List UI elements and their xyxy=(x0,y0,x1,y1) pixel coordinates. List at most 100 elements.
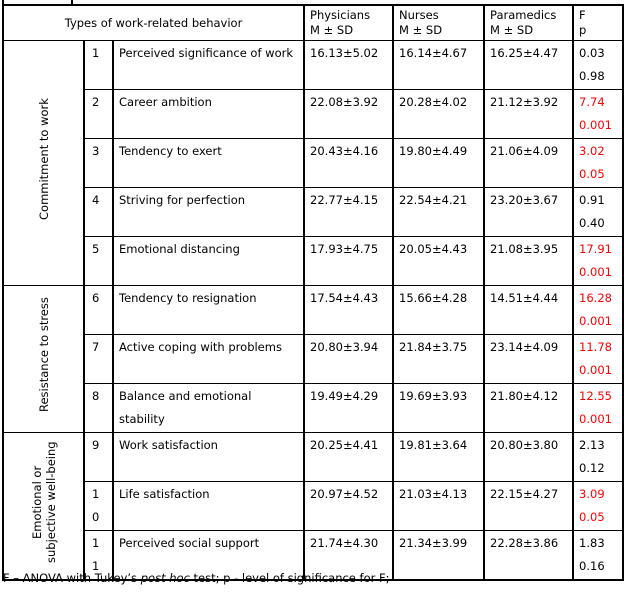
table-row: 7 Active coping with problems 20.80±3.94… xyxy=(3,334,624,384)
f-p-cell: 0.91 0.40 xyxy=(572,187,624,237)
header-physicians: Physicians M ± SD xyxy=(303,4,395,41)
f-value: 7.74 xyxy=(579,95,605,109)
table-row: Commitment to work 1 Perceived significa… xyxy=(2,40,624,286)
physicians-cell: 22.77±4.15 xyxy=(303,187,395,237)
behavior-cell: Life satisfaction xyxy=(111,481,306,531)
f-value: 16.28 xyxy=(579,291,612,305)
header-nurses-name: Nurses xyxy=(399,8,439,22)
row-number: 10 xyxy=(83,481,114,531)
row-number: 3 xyxy=(83,138,114,188)
header-f-label: F xyxy=(579,8,586,22)
group-cell-commitment-to-work: Commitment to work xyxy=(2,40,85,286)
anova-results-table: Types of work-related behavior Physician… xyxy=(1,4,624,581)
paramedics-cell: 20.80±3.80 xyxy=(483,432,575,482)
table-row: 5 Emotional distancing 17.93±4.75 20.05±… xyxy=(3,236,624,286)
table-row: 3 Tendency to exert 20.43±4.16 19.80±4.4… xyxy=(3,138,624,188)
paramedics-cell: 22.15±4.27 xyxy=(483,481,575,531)
paramedics-cell: 14.51±4.44 xyxy=(483,285,575,335)
behavior-cell: Tendency to exert xyxy=(111,138,306,188)
row-number: 5 xyxy=(83,236,114,286)
table-row: 11 Perceived social support 21.74±4.30 2… xyxy=(3,530,624,581)
f-value: 1.83 xyxy=(579,536,605,550)
group-cell-resistance-to-stress: Resistance to stress xyxy=(2,285,85,433)
f-p-cell: 7.74 0.001 xyxy=(572,89,624,139)
header-physicians-msd: M ± SD xyxy=(310,23,354,37)
paramedics-cell: 16.25±4.47 xyxy=(483,40,575,90)
footnote-text: test; p - level of significance for F; xyxy=(189,571,390,585)
p-value: 0.05 xyxy=(579,510,605,524)
f-value: 0.03 xyxy=(579,46,605,60)
f-p-cell: 2.13 0.12 xyxy=(572,432,624,482)
f-p-cell: 3.09 0.05 xyxy=(572,481,624,531)
p-value: 0.05 xyxy=(579,167,605,181)
physicians-cell: 21.74±4.30 xyxy=(303,530,395,581)
physicians-cell: 19.49±4.29 xyxy=(303,383,395,433)
header-row: Types of work-related behavior Physician… xyxy=(1,4,624,41)
header-paramedics-name: Paramedics xyxy=(490,8,557,22)
f-p-cell: 11.78 0.001 xyxy=(572,334,624,384)
row-number: 1 xyxy=(83,40,114,90)
header-paramedics-msd: M ± SD xyxy=(490,23,534,37)
physicians-cell: 17.93±4.75 xyxy=(303,236,395,286)
group-label: Emotional or subjective well-being xyxy=(29,441,58,563)
physicians-cell: 20.43±4.16 xyxy=(303,138,395,188)
group-label: Resistance to stress xyxy=(36,297,51,413)
f-value: 3.02 xyxy=(579,144,605,158)
behavior-cell: Balance and emotional stability xyxy=(111,383,306,433)
nurses-cell: 19.81±3.64 xyxy=(392,432,486,482)
nurses-cell: 20.28±4.02 xyxy=(392,89,486,139)
p-value: 0.001 xyxy=(579,363,612,377)
row-number: 11 xyxy=(83,530,114,581)
f-p-cell: 17.91 0.001 xyxy=(572,236,624,286)
behavior-cell: Career ambition xyxy=(111,89,306,139)
p-value: 0.001 xyxy=(579,118,612,132)
behavior-cell: Emotional distancing xyxy=(111,236,306,286)
physicians-cell: 16.13±5.02 xyxy=(303,40,395,90)
physicians-cell: 20.80±3.94 xyxy=(303,334,395,384)
table-footnote: F – ANOVA with Tukey’s post hoc test; p … xyxy=(3,571,390,585)
paramedics-cell: 22.28±3.86 xyxy=(483,530,575,581)
row-number: 2 xyxy=(83,89,114,139)
row-number: 7 xyxy=(83,334,114,384)
header-nurses-msd: M ± SD xyxy=(399,23,443,37)
header-paramedics: Paramedics M ± SD xyxy=(483,4,575,41)
table-row: 2 Career ambition 22.08±3.92 20.28±4.02 … xyxy=(3,89,624,139)
f-value: 0.91 xyxy=(579,193,605,207)
paramedics-cell: 21.12±3.92 xyxy=(483,89,575,139)
cropped-row-remnant-line xyxy=(71,0,73,5)
table-row: 4 Striving for perfection 22.77±4.15 22.… xyxy=(3,187,624,237)
table-row: 10 Life satisfaction 20.97±4.52 21.03±4.… xyxy=(3,481,624,531)
f-value: 17.91 xyxy=(579,242,612,256)
behavior-cell: Perceived social support xyxy=(111,530,306,581)
paramedics-cell: 23.20±3.67 xyxy=(483,187,575,237)
f-value: 12.55 xyxy=(579,389,612,403)
group-label: Commitment to work xyxy=(36,98,51,220)
p-value: 0.001 xyxy=(579,314,612,328)
paramedics-cell: 23.14±4.09 xyxy=(483,334,575,384)
nurses-cell: 20.05±4.43 xyxy=(392,236,486,286)
physicians-cell: 20.25±4.41 xyxy=(303,432,395,482)
paramedics-cell: 21.06±4.09 xyxy=(483,138,575,188)
table-row: Resistance to stress 6 Tendency to resig… xyxy=(2,285,624,433)
paramedics-cell: 21.08±3.95 xyxy=(483,236,575,286)
nurses-cell: 16.14±4.67 xyxy=(392,40,486,90)
nurses-cell: 22.54±4.21 xyxy=(392,187,486,237)
row-number: 6 xyxy=(83,285,114,335)
behavior-cell: Active coping with problems xyxy=(111,334,306,384)
header-physicians-name: Physicians xyxy=(310,8,371,22)
physicians-cell: 17.54±4.43 xyxy=(303,285,395,335)
header-p-label: p xyxy=(579,23,587,37)
f-p-cell: 12.55 0.001 xyxy=(572,383,624,433)
row-number: 8 xyxy=(83,383,114,433)
behavior-cell: Work satisfaction xyxy=(111,432,306,482)
table-body: Commitment to work 1 Perceived significa… xyxy=(2,40,624,581)
nurses-cell: 21.84±3.75 xyxy=(392,334,486,384)
nurses-cell: 19.69±3.93 xyxy=(392,383,486,433)
f-p-cell: 16.28 0.001 xyxy=(572,285,624,335)
behavior-cell: Perceived significance of work xyxy=(111,40,306,90)
table-row: Emotional or subjective well-being 9 Wor… xyxy=(2,432,624,581)
row-number: 4 xyxy=(83,187,114,237)
p-value: 0.12 xyxy=(579,461,605,475)
row-number: 9 xyxy=(83,432,114,482)
header-f-p: F p xyxy=(572,4,624,41)
